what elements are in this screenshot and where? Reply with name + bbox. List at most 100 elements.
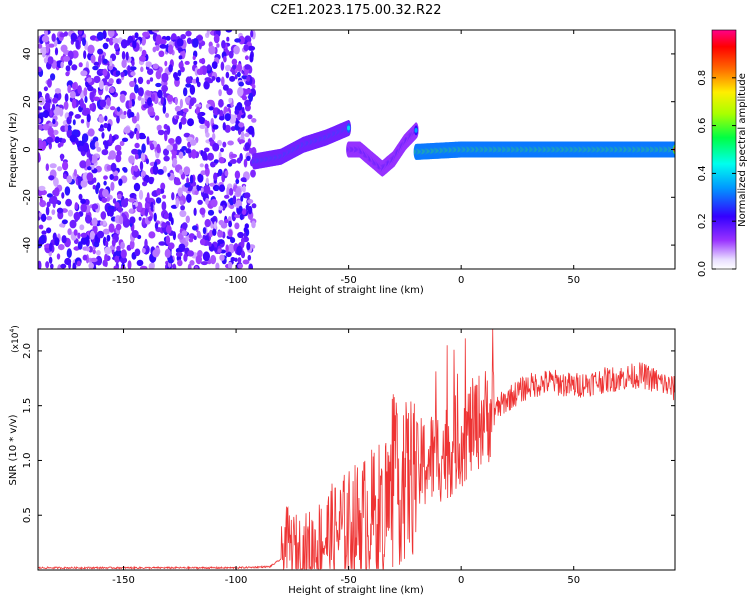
spectrum-noise-cell: [77, 232, 81, 239]
spectrum-noise-cell: [186, 177, 190, 185]
spectrum-noise-cell: [165, 112, 170, 118]
spectrum-noise-cell: [141, 170, 146, 177]
spectrum-noise-cell: [228, 50, 234, 59]
spectrum-noise-cell: [115, 51, 120, 56]
spectrum-noise-cell: [149, 111, 156, 116]
spectrum-noise-cell: [231, 58, 238, 66]
spectrum-noise-cell: [207, 152, 214, 161]
spectrum-noise-cell: [230, 153, 238, 158]
spectrum-noise-cell: [38, 224, 44, 230]
spectrum-noise-cell: [82, 37, 86, 46]
spectrum-noise-cell: [215, 76, 221, 83]
spectrum-noise-cell: [231, 211, 237, 222]
spectrum-noise-cell: [109, 106, 116, 111]
spectrum-noise-cell: [244, 132, 250, 138]
spectrum-noise-cell: [213, 247, 218, 252]
spectrum-noise-cell: [38, 106, 43, 111]
spectrum-noise-cell: [178, 243, 186, 252]
spectrum-noise-cell: [89, 104, 93, 111]
spectrum-noise-cell: [237, 257, 242, 264]
spectrum-noise-cell: [50, 73, 56, 81]
spectrum-noise-cell: [54, 187, 60, 197]
spectrum-noise-cell: [234, 109, 239, 115]
spectrum-noise-cell: [242, 259, 250, 265]
spectrum-noise-cell: [51, 33, 56, 42]
spectrum-noise-cell: [73, 212, 81, 221]
spectrum-noise-cell: [60, 44, 68, 53]
spectrum-noise-cell: [116, 115, 120, 124]
spectrum-noise-cell: [59, 223, 65, 228]
spectrum-noise-cell: [131, 115, 138, 124]
spectrum-noise-cell: [89, 140, 97, 150]
spectrum-noise-cell: [79, 224, 85, 231]
spectrum-noise-cell: [189, 174, 194, 184]
spectrum-noise-cell: [139, 46, 143, 52]
spectrum-noise-cell: [155, 82, 162, 88]
spectrum-noise-cell: [102, 58, 108, 65]
spectrum-noise-cell: [96, 230, 105, 239]
spectrum-noise-cell: [104, 246, 112, 255]
spectrum-noise-cell: [44, 244, 51, 248]
spectrum-noise-cell: [63, 55, 70, 62]
spectrum-noise-cell: [180, 116, 187, 125]
spectrum-noise-cell: [80, 70, 88, 77]
snr-y-tick-label: 0.5: [22, 507, 33, 523]
colorbar-tick-label: 0.8: [697, 70, 708, 86]
spectrum-noise-cell: [74, 202, 79, 210]
spectrum-noise-cell: [46, 227, 52, 234]
spectrum-noise-cell: [211, 76, 216, 81]
spectrum-noise-cell: [217, 230, 224, 238]
spectrum-noise-cell: [141, 247, 146, 254]
spectrum-panel: -150 -100 -50 0 50 40 20 0 -20 -40 Height of str…: [8, 29, 676, 296]
spectrum-noise-cell: [108, 208, 114, 217]
spectrum-noise-cell: [62, 173, 67, 179]
spectrum-noise-cell: [188, 237, 194, 243]
spectrum-noise-cell: [168, 242, 175, 250]
spectrum-noise-cell: [180, 205, 186, 211]
spectrum-noise-cell: [119, 140, 125, 147]
spectrum-noise-cell: [110, 162, 117, 172]
spectrum-noise-cell: [115, 154, 122, 163]
spectrum-noise-cell: [159, 39, 167, 45]
spectrum-noise-cell: [114, 255, 121, 263]
colorbar: 0.0 0.2 0.4 0.6 0.8 Normalized spectral ampl…: [697, 29, 748, 277]
spectrum-noise-cell: [227, 261, 233, 269]
spectrum-noise-cell: [234, 222, 240, 230]
spectrum-noise-cell: [141, 49, 147, 57]
spectrum-noise-cell: [108, 37, 114, 46]
spectrum-noise-cell: [46, 43, 50, 54]
spectrum-noise-cell: [152, 63, 159, 70]
spectrum-noise-cell: [96, 31, 104, 41]
spectrum-noise-cell: [116, 150, 122, 157]
spectrum-noise-cell: [238, 35, 245, 45]
spectrum-noise-cell: [134, 248, 141, 257]
spectrum-noise-cell: [185, 30, 192, 37]
spectrum-noise-cell: [225, 71, 230, 79]
spectrum-noise-cell: [218, 116, 225, 121]
spectrum-noise-cell: [52, 97, 58, 104]
spectrum-noise-cell: [120, 71, 125, 78]
spectrum-noise-cell: [164, 60, 168, 67]
spectrum-noise-cell: [248, 92, 253, 102]
spectrum-noise-cell: [138, 189, 144, 200]
spectrum-noise-cell: [54, 237, 60, 247]
spectrum-noise-cell: [243, 44, 249, 52]
spectrum-noise-cell: [92, 96, 100, 102]
snr-series-line: [38, 329, 675, 570]
spectrum-noise-cell: [61, 192, 65, 199]
spectrum-noise-cell: [129, 208, 134, 214]
spectrum-noise-cell: [220, 147, 224, 153]
spectrum-noise-cell: [174, 76, 180, 81]
spectrum-noise-cell: [86, 113, 91, 123]
spectrum-noise-cell: [128, 197, 135, 203]
spectrum-noise-cell: [129, 111, 135, 118]
spectrum-noise-cell: [111, 238, 116, 247]
spectrum-noise-cell: [251, 203, 257, 209]
spectrum-noise-cell: [91, 203, 99, 210]
spectrum-noise-cell: [78, 145, 85, 152]
spectrum-noise-cell: [197, 199, 203, 205]
colorbar-tick-label: 0.0: [697, 261, 708, 277]
spectrum-noise-cell: [99, 99, 107, 108]
spectrum-noise-cell: [170, 217, 174, 226]
spectrum-noise-cell: [240, 195, 244, 202]
